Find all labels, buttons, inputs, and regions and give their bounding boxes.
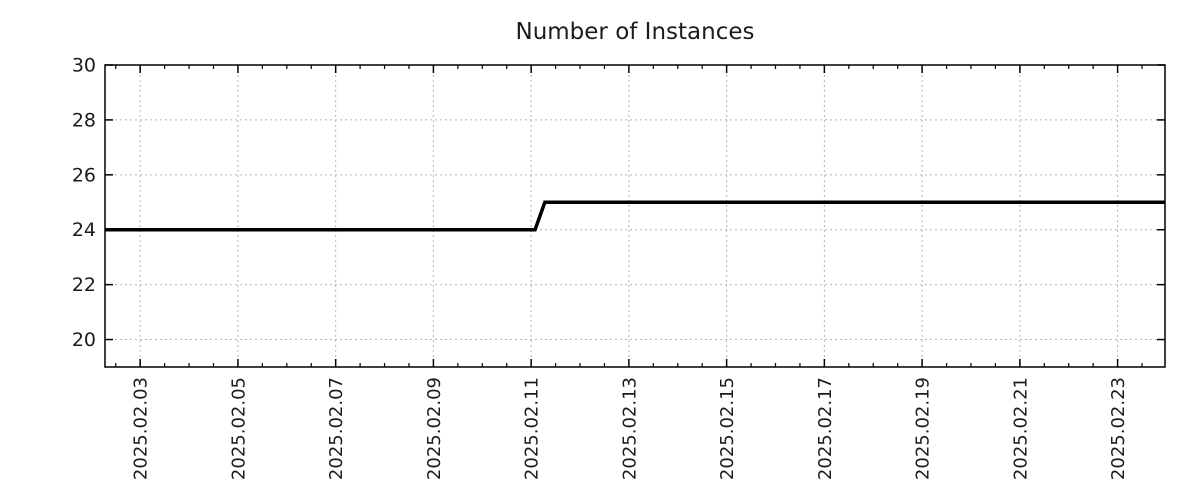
plot-frame: [104, 64, 1166, 368]
x-tick-label: 2025.02.23: [1108, 377, 1129, 480]
grid-lines: [105, 65, 1165, 367]
y-tick-label: 26: [72, 164, 96, 186]
x-tick-label: 2025.02.03: [131, 377, 152, 480]
series-line-instances: [105, 200, 1165, 232]
y-tick-label: 28: [72, 109, 96, 131]
tick-labels: 20 22 24 26 28 30 2025.02.03 2025.02.05 2025.02.…: [72, 55, 1129, 481]
x-tick-label: 2025.02.09: [424, 377, 445, 480]
x-tick-label: 2025.02.13: [619, 377, 640, 480]
x-tick-label: 2025.02.15: [717, 377, 738, 480]
x-tick-label: 2025.02.17: [815, 377, 836, 480]
y-tick-label: 22: [72, 274, 96, 296]
x-tick-label: 2025.02.21: [1010, 377, 1031, 480]
y-tick-label: 30: [72, 55, 96, 77]
x-tick-label: 2025.02.11: [522, 377, 543, 480]
y-tick-label: 20: [72, 329, 96, 351]
axes-frame-and-ticks: [104, 64, 1166, 368]
y-tick-label: 24: [72, 219, 96, 241]
x-tick-label: 2025.02.05: [228, 377, 249, 480]
data-series-line: [105, 200, 1165, 232]
chart-title: Number of Instances: [516, 19, 755, 45]
x-tick-label: 2025.02.07: [326, 377, 347, 480]
x-tick-label: 2025.02.19: [913, 377, 934, 480]
